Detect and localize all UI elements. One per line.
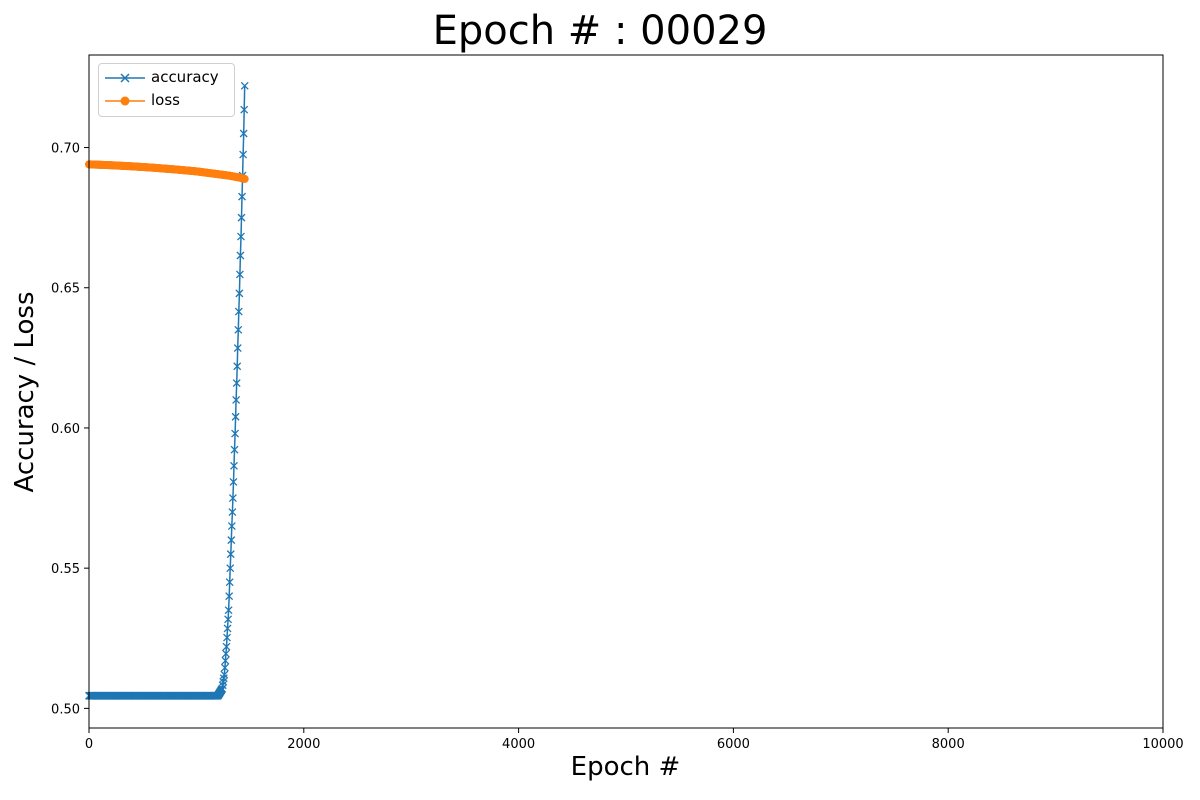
- accuracy-point: [237, 232, 245, 241]
- accuracy-point: [224, 606, 233, 615]
- accuracy-point: [238, 192, 247, 201]
- accuracy-point: [227, 522, 236, 531]
- accuracy-point: [235, 270, 244, 279]
- accuracy-point: [222, 642, 231, 651]
- accuracy-point: [233, 344, 242, 352]
- y-tick-label: 0.50: [51, 702, 80, 717]
- accuracy-point: [233, 362, 242, 371]
- accuracy-point: [239, 150, 248, 159]
- accuracy-point: [223, 624, 232, 633]
- accuracy-point: [225, 592, 234, 601]
- x-tick-label: 4000: [502, 737, 535, 752]
- accuracy-point: [220, 670, 229, 679]
- accuracy-point: [234, 325, 243, 334]
- y-tick-label: 0.65: [51, 282, 80, 297]
- accuracy-point: [231, 429, 240, 438]
- accuracy-point: [230, 445, 239, 454]
- x-tick-label: 10000: [1142, 737, 1183, 752]
- accuracy-legend-icon: [105, 73, 145, 83]
- accuracy-point: [236, 251, 245, 260]
- accuracy-point: [226, 550, 235, 559]
- accuracy-point: [235, 289, 244, 298]
- accuracy-point: [229, 477, 238, 486]
- y-axis-label: Accuracy / Loss: [10, 291, 40, 493]
- accuracy-point: [227, 536, 236, 545]
- accuracy-point: [232, 379, 241, 388]
- loss-point: [240, 174, 249, 183]
- accuracy-point: [228, 508, 237, 517]
- chart-title: Epoch # : 00029: [432, 8, 768, 54]
- x-axis-label: Epoch #: [570, 752, 681, 782]
- accuracy-point: [228, 494, 237, 503]
- legend-item-loss: loss: [99, 90, 234, 112]
- accuracy-point: [221, 649, 230, 658]
- x-tick-label: 8000: [932, 737, 965, 752]
- legend: accuracy loss: [98, 63, 235, 117]
- series-loss: [85, 160, 249, 183]
- legend-label-loss: loss: [151, 91, 180, 109]
- accuracy-point: [240, 81, 249, 90]
- accuracy-point: [221, 656, 230, 665]
- y-tick-label: 0.55: [51, 562, 80, 577]
- accuracy-point: [225, 578, 234, 587]
- legend-label-accuracy: accuracy: [151, 68, 219, 86]
- y-tick-label: 0.60: [51, 422, 80, 437]
- accuracy-point: [237, 213, 246, 222]
- series-layer: [85, 81, 249, 700]
- x-tick-label: 6000: [717, 737, 750, 752]
- accuracy-point: [223, 633, 231, 642]
- accuracy-point: [240, 105, 249, 114]
- accuracy-point: [239, 129, 248, 138]
- y-tick-label: 0.70: [51, 142, 80, 157]
- accuracy-point: [220, 663, 229, 672]
- accuracy-point: [231, 412, 240, 421]
- accuracy-point: [230, 461, 238, 470]
- plot-frame: [88, 54, 1164, 729]
- accuracy-point: [226, 564, 235, 573]
- ticks-layer: 0 2000 4000 6000 8000 10000 0.50 0.55 0.60 0.65 0.…: [51, 142, 1184, 752]
- legend-item-accuracy: accuracy: [99, 67, 234, 89]
- accuracy-point: [234, 307, 243, 316]
- series-accuracy: [85, 81, 249, 700]
- x-tick-label: 2000: [287, 737, 320, 752]
- x-tick-label: 0: [85, 737, 93, 752]
- accuracy-point: [224, 615, 233, 624]
- loss-legend-icon: [105, 96, 145, 106]
- accuracy-point: [232, 395, 241, 404]
